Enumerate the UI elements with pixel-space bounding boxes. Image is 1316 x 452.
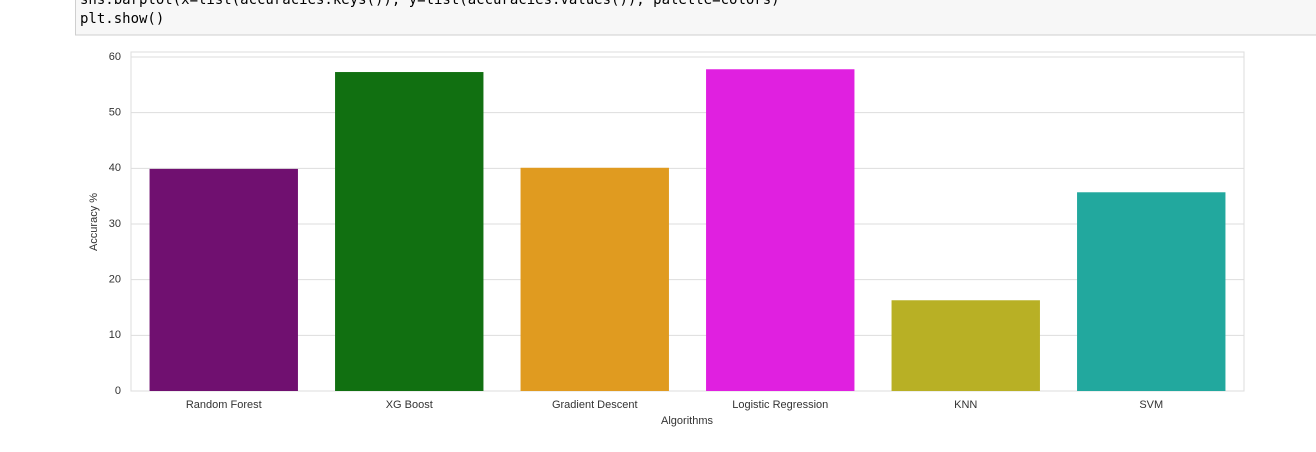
y-tick-label: 20 bbox=[109, 274, 121, 286]
y-tick-label: 0 bbox=[115, 385, 121, 397]
x-tick-label: SVM bbox=[1139, 399, 1163, 411]
bar bbox=[892, 300, 1040, 391]
x-tick-label: Logistic Regression bbox=[732, 399, 828, 411]
x-tick-label: KNN bbox=[954, 399, 977, 411]
y-axis-label: Accuracy % bbox=[88, 193, 100, 251]
y-tick-label: 40 bbox=[109, 162, 121, 174]
bar bbox=[521, 168, 669, 391]
bar bbox=[335, 72, 483, 391]
code-line: sns.barplot(x=list(accuracies.keys()), y… bbox=[80, 0, 780, 8]
y-tick-label: 10 bbox=[109, 329, 121, 341]
x-tick-label: Random Forest bbox=[186, 399, 262, 411]
y-tick-label: 50 bbox=[109, 107, 121, 119]
y-tick-label: 30 bbox=[109, 218, 121, 230]
bar bbox=[706, 69, 854, 391]
x-tick-label: XG Boost bbox=[386, 399, 433, 411]
code-line: plt.show() bbox=[80, 11, 164, 27]
x-tick-label: Gradient Descent bbox=[552, 399, 638, 411]
bar bbox=[150, 169, 298, 391]
y-tick-label: 60 bbox=[109, 51, 121, 63]
x-axis-label: Algorithms bbox=[661, 415, 713, 427]
bar bbox=[1077, 192, 1225, 391]
